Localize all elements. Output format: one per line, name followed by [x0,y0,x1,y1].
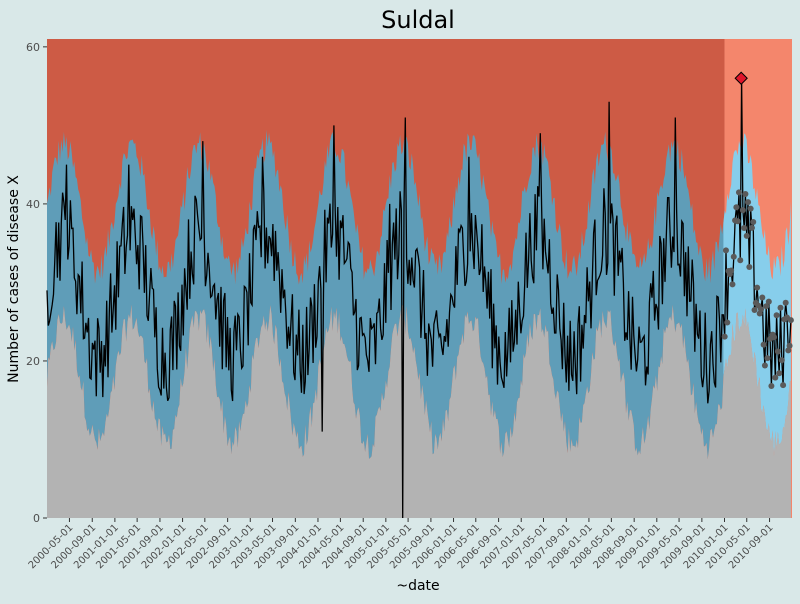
prediction-point [761,362,768,369]
prediction-point [774,348,781,355]
y-axis: 0 20 40 60 [26,41,47,525]
prediction-point [733,204,740,211]
prediction-point [743,232,750,239]
prediction-point [785,347,792,354]
prediction-point [768,382,775,389]
prediction-point [764,355,771,362]
prediction-point [721,333,728,340]
prediction-point [730,253,737,260]
prediction-point [787,317,794,324]
prediction-point [728,267,735,274]
prediction-point [777,304,784,311]
prediction-point [722,247,729,254]
y-tick-label: 40 [26,198,40,211]
prediction-point [750,218,757,225]
observed-series [46,78,792,519]
prediction-point [751,307,758,314]
prediction-point [729,281,736,288]
prediction-point [742,191,749,198]
prediction-point [773,312,780,319]
prediction-point [758,306,765,313]
prediction-point [737,257,744,264]
prediction-point [772,374,779,381]
prediction-point [734,218,741,225]
y-tick-label: 20 [26,355,40,368]
prediction-point [724,319,731,326]
prediction-point [776,370,783,377]
x-axis: 2000-05-012000-09-012001-01-012001-05-01… [27,518,776,571]
y-tick-label: 60 [26,41,40,54]
chart-title: Suldal [381,6,455,34]
prediction-point [746,263,753,270]
prediction-point [786,342,793,349]
prediction-point [747,205,754,212]
y-axis-label: Number of cases of disease X [6,175,22,383]
prediction-point [760,341,767,348]
outbreak-marker [734,71,748,85]
prediction-point [763,303,770,310]
prediction-point [765,298,772,305]
lower-zone [47,304,791,518]
prediction-point [735,189,742,196]
prediction-point [748,224,755,231]
plot-area [46,39,794,519]
x-axis-label: ~date [396,578,439,594]
prediction-point [778,357,785,364]
y-tick-label: 0 [33,512,40,525]
prediction-point [782,299,789,306]
prediction-point [754,284,761,291]
prediction-point [759,294,766,301]
prediction-point [739,207,746,214]
prediction-point [780,382,787,389]
prediction-point [741,224,748,231]
prediction-point [771,334,778,341]
prediction-point [745,199,752,206]
